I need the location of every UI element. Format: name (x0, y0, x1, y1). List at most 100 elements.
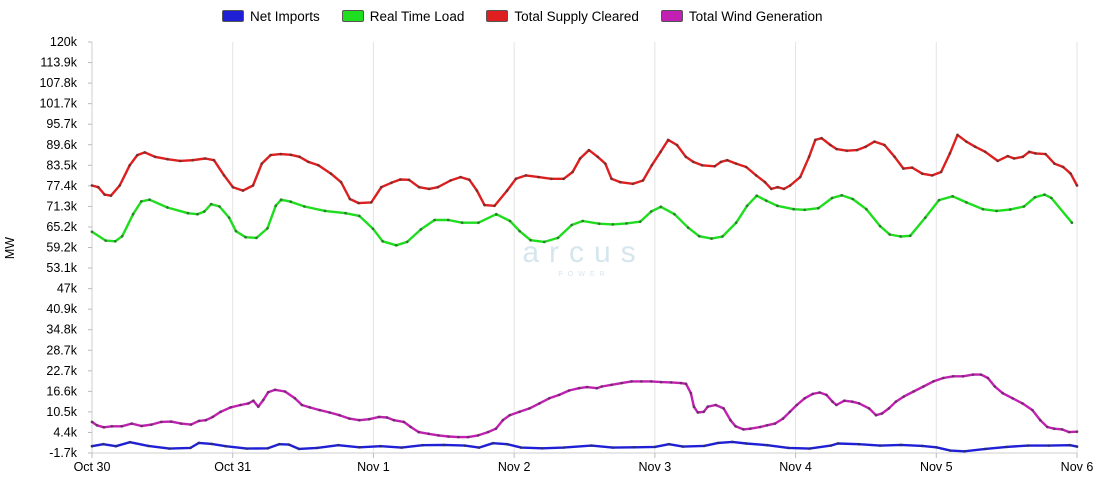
data-point (578, 157, 582, 160)
data-point (357, 201, 361, 205)
data-point (1001, 391, 1005, 395)
data-point (197, 441, 201, 445)
data-point (421, 443, 425, 447)
series-real-time-load[interactable] (90, 193, 1074, 247)
data-point (518, 229, 521, 233)
data-point (166, 157, 169, 161)
data-point (224, 444, 228, 448)
data-point (835, 147, 839, 151)
data-point (529, 238, 532, 242)
data-point (508, 219, 512, 223)
data-point (150, 423, 153, 426)
data-point (899, 235, 902, 238)
data-point (696, 411, 700, 414)
data-point (1021, 402, 1024, 405)
data-point (114, 444, 118, 448)
data-point (782, 187, 786, 191)
data-point (873, 140, 876, 144)
data-point (90, 420, 94, 424)
data-point (899, 443, 903, 447)
data-point (538, 402, 541, 405)
data-point (700, 163, 704, 167)
grid-layer (91, 42, 1078, 454)
data-point (385, 416, 389, 419)
data-point (829, 444, 833, 447)
data-point (297, 447, 301, 451)
data-point (427, 187, 431, 191)
data-point (377, 415, 381, 419)
data-point (961, 374, 965, 378)
data-point (585, 385, 589, 389)
data-point (229, 406, 233, 409)
legend-item[interactable]: Total Supply Cleared (486, 9, 639, 24)
data-point (714, 403, 718, 407)
data-point (417, 430, 421, 434)
data-point (519, 446, 523, 449)
legend-item[interactable]: Net Imports (222, 9, 320, 24)
data-point (638, 220, 642, 224)
data-point (357, 214, 361, 218)
data-point (755, 194, 759, 198)
data-point (417, 185, 421, 189)
data-point (1044, 152, 1047, 156)
data-point (486, 430, 490, 434)
data-point (725, 158, 729, 162)
data-point (179, 422, 183, 425)
data-point (840, 193, 844, 197)
x-axis-ticks: Oct 30 Oct 31 Nov 1 Nov 2 Nov 3 Nov 4 Nov 5 Nov… (74, 453, 1093, 474)
data-point (763, 180, 767, 184)
data-point (857, 402, 861, 405)
data-point (547, 396, 551, 400)
y-tick-label: 120k (50, 35, 78, 49)
data-point (910, 166, 914, 170)
x-tick-label: Nov 2 (498, 460, 531, 474)
data-point (867, 407, 871, 410)
data-point (90, 184, 94, 187)
data-point (528, 407, 531, 410)
y-tick-label: 101.7k (39, 97, 77, 111)
data-point (590, 444, 593, 447)
data-point (986, 376, 990, 380)
legend-label: Total Wind Generation (688, 8, 823, 24)
data-point (256, 405, 260, 409)
legend-item[interactable]: Real Time Load (341, 9, 464, 24)
data-point (948, 152, 952, 155)
data-point (721, 235, 724, 238)
data-point (293, 396, 297, 400)
series-total-wind-generation[interactable] (90, 373, 1079, 439)
data-point (825, 393, 828, 397)
y-tick-label: 71.3k (46, 199, 77, 213)
y-tick-label: 28.7k (46, 343, 77, 357)
data-point (323, 209, 327, 213)
data-point (405, 240, 409, 244)
data-point (734, 162, 738, 166)
data-point (104, 239, 108, 243)
series-total-supply-cleared[interactable] (90, 133, 1079, 208)
data-point (1033, 195, 1037, 199)
data-point (463, 444, 467, 447)
data-point (169, 420, 173, 423)
data-point (289, 153, 293, 157)
data-point (90, 230, 94, 234)
y-axis-ticks: 120k 113.9k 107.8k 101.7k 95.7k 89.6k 83.5k 77.… (39, 35, 92, 460)
data-point (769, 187, 773, 191)
series-layer (90, 133, 1079, 453)
data-point (549, 177, 553, 181)
data-point (880, 412, 884, 415)
data-point (912, 390, 915, 393)
data-point (850, 400, 854, 404)
data-point (260, 162, 264, 166)
data-point (1022, 205, 1026, 208)
series-net-imports[interactable] (90, 440, 1079, 453)
data-point (874, 413, 878, 417)
data-point (567, 389, 571, 392)
data-point (433, 218, 436, 222)
data-point (501, 418, 505, 422)
data-point (845, 149, 849, 153)
data-point (902, 167, 905, 171)
data-point (669, 381, 673, 384)
data-point (949, 449, 952, 452)
legend-item[interactable]: Total Wind Generation (660, 8, 823, 24)
data-point (798, 175, 802, 179)
data-point (407, 178, 411, 182)
